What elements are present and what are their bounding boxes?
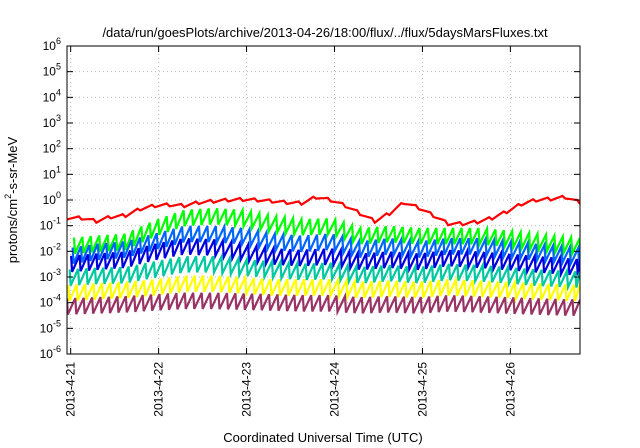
- y-tick-base: 10: [40, 270, 54, 284]
- y-tick-exponent: 5: [56, 62, 61, 72]
- y-tick-label: 103: [43, 113, 61, 130]
- y-tick-base: 10: [40, 219, 54, 233]
- y-axis-label-prefix: protons/cm: [5, 199, 20, 263]
- y-tick-label: 102: [43, 139, 61, 156]
- y-tick-label: 105: [43, 62, 61, 79]
- y-tick-exponent: 1: [56, 164, 61, 174]
- series-line: [67, 273, 580, 303]
- y-tick-base: 10: [40, 321, 54, 335]
- y-tick-label: 10-5: [40, 318, 61, 335]
- y-tick-exponent: 4: [56, 87, 61, 97]
- series-line: [71, 222, 580, 269]
- y-tick-base: 10: [43, 90, 57, 104]
- x-tick-label: 2013-4-23: [240, 362, 254, 417]
- y-tick-label: 10-3: [40, 267, 61, 284]
- series-line: [70, 236, 580, 279]
- y-axis-label-suffix: -s-sr-MeV: [5, 136, 20, 193]
- y-tick-base: 10: [43, 193, 57, 207]
- y-tick-label: 101: [43, 164, 61, 181]
- y-tick-base: 10: [43, 167, 57, 181]
- y-tick-exponent: -6: [53, 344, 61, 354]
- y-tick-label: 106: [43, 36, 61, 53]
- series-line: [72, 205, 580, 258]
- y-tick-base: 10: [43, 142, 57, 156]
- y-tick-exponent: -4: [53, 293, 61, 303]
- chart-title: /data/run/goesPlots/archive/2013-04-26/1…: [102, 25, 548, 40]
- y-axis: 10-610-510-410-310-210-11001011021031041…: [40, 36, 580, 361]
- series-line: [67, 291, 580, 317]
- y-tick-base: 10: [43, 116, 57, 130]
- y-tick-base: 10: [40, 296, 54, 310]
- y-tick-exponent: 0: [56, 190, 61, 200]
- y-tick-base: 10: [40, 244, 54, 258]
- series-group: [67, 194, 580, 317]
- y-tick-label: 100: [43, 190, 61, 207]
- y-tick-label: 104: [43, 87, 61, 104]
- x-tick-label: 2013-4-25: [415, 362, 429, 417]
- y-tick-label: 10-6: [40, 344, 61, 361]
- x-tick-label: 2013-4-24: [327, 362, 341, 417]
- y-axis-label-superscript: 2: [3, 194, 13, 199]
- series-line: [67, 194, 580, 227]
- y-tick-exponent: -2: [53, 241, 61, 251]
- y-tick-exponent: -1: [53, 216, 61, 226]
- y-tick-base: 10: [43, 39, 57, 53]
- y-axis-label: protons/cm2-s-sr-MeV: [3, 136, 20, 263]
- y-tick-label: 10-1: [40, 216, 61, 233]
- y-tick-exponent: -3: [53, 267, 61, 277]
- series-line: [68, 252, 580, 292]
- y-tick-exponent: 6: [56, 36, 61, 46]
- x-tick-label: 2013-4-21: [64, 362, 78, 417]
- y-tick-exponent: 3: [56, 113, 61, 123]
- x-tick-label: 2013-4-22: [152, 362, 166, 417]
- y-tick-label: 10-4: [40, 293, 61, 310]
- y-tick-base: 10: [43, 65, 57, 79]
- y-tick-label: 10-2: [40, 241, 61, 258]
- y-tick-exponent: -5: [53, 318, 61, 328]
- x-axis-label: Coordinated Universal Time (UTC): [223, 430, 422, 445]
- x-tick-label: 2013-4-26: [503, 362, 517, 417]
- y-tick-exponent: 2: [56, 139, 61, 149]
- x-axis: 2013-4-21 2013-4-22 2013-4-23 2013-4-24 2013…: [64, 46, 517, 417]
- y-tick-base: 10: [40, 347, 54, 361]
